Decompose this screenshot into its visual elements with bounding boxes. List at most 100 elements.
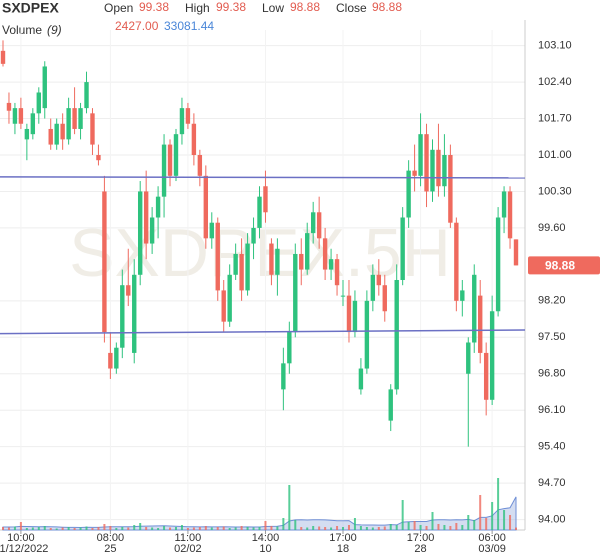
volume-bar xyxy=(359,526,362,530)
volume-bar xyxy=(91,528,94,530)
candle-body xyxy=(120,285,125,348)
candle-body xyxy=(310,212,316,234)
candle-body xyxy=(233,253,238,275)
candle-body xyxy=(507,191,513,239)
volume-bar xyxy=(246,527,249,530)
candle-body xyxy=(137,191,143,275)
volume-bar xyxy=(449,526,452,530)
candle-body xyxy=(245,243,250,291)
volume-bar xyxy=(485,518,488,530)
candle-body xyxy=(185,108,191,124)
x-tick-label: 11:00 xyxy=(175,532,202,544)
high-label: High xyxy=(185,1,210,15)
volume-bar xyxy=(180,525,183,530)
candle-body xyxy=(352,300,358,333)
volume-bar xyxy=(276,526,279,530)
candle-body xyxy=(114,347,119,369)
candle-body xyxy=(382,285,387,312)
candle-body xyxy=(334,259,340,286)
candle-body xyxy=(424,134,429,192)
volume-bar xyxy=(31,527,34,530)
volume-bar xyxy=(169,527,172,530)
candle-body xyxy=(161,144,167,197)
candle-body xyxy=(132,274,137,353)
candle-body xyxy=(340,295,346,297)
volume-bar xyxy=(461,525,464,530)
candle-body xyxy=(454,222,459,301)
volume-bar xyxy=(324,527,327,530)
volume-bar xyxy=(127,527,130,530)
x-tick-label: 14:00 xyxy=(252,532,280,544)
candle-body xyxy=(203,175,209,239)
candle-body xyxy=(197,155,203,176)
candle-body xyxy=(489,311,495,400)
volume-bar xyxy=(443,525,446,530)
candle-body xyxy=(126,285,131,296)
volume-bar xyxy=(467,515,470,530)
volume-bar xyxy=(395,525,398,530)
candle-body xyxy=(418,134,423,176)
candle-body xyxy=(430,149,435,192)
volume-bar xyxy=(347,525,350,530)
close-value: 98.88 xyxy=(372,0,402,14)
volume-bar xyxy=(419,525,422,530)
y-tick-label: 101.00 xyxy=(538,149,572,161)
candle-body xyxy=(305,233,310,270)
volume-bar xyxy=(473,520,476,530)
candle-body xyxy=(173,134,179,176)
candle-body xyxy=(221,290,226,322)
volume-bar xyxy=(204,526,207,530)
open-label: Open xyxy=(104,1,133,15)
volume-bar xyxy=(163,526,166,530)
y-tick-label: 102.40 xyxy=(538,76,572,88)
candle-body xyxy=(358,368,364,390)
volume-bar xyxy=(79,527,82,530)
candle-body xyxy=(412,170,417,176)
candle-body xyxy=(400,217,405,280)
candle-body xyxy=(322,238,328,270)
volume-bar xyxy=(151,527,154,530)
candle-body xyxy=(72,108,77,129)
candle-body xyxy=(448,155,453,223)
x-tick-sublabel: 18 xyxy=(337,543,349,555)
volume-bar xyxy=(192,527,195,530)
candle-body xyxy=(275,248,280,275)
candle-body xyxy=(501,191,507,218)
volume-bar xyxy=(503,510,506,530)
candle-body xyxy=(478,295,483,353)
candle-body xyxy=(328,259,334,270)
volume-value: 2427.00 xyxy=(115,19,159,33)
x-tick-sublabel: 28 xyxy=(414,543,426,555)
volume-bar xyxy=(306,527,309,530)
volume-bar xyxy=(330,527,333,530)
volume-bar xyxy=(342,527,345,530)
volume-bar xyxy=(497,478,500,530)
candle-body xyxy=(12,108,18,124)
volume-bar xyxy=(431,512,434,530)
volume-bar xyxy=(407,522,410,530)
volume-bar xyxy=(318,526,321,530)
price-box-label: 98.88 xyxy=(545,259,575,273)
volume-bar xyxy=(294,520,297,530)
y-tick-label: 94.70 xyxy=(538,477,566,489)
volume-bar xyxy=(25,528,28,530)
volume-bar xyxy=(455,523,458,530)
y-tick-label: 99.60 xyxy=(538,222,566,234)
y-tick-label: 96.80 xyxy=(538,368,566,380)
volume-bar xyxy=(174,527,177,530)
candle-body xyxy=(96,155,101,161)
candle-body xyxy=(191,123,197,155)
candle-body xyxy=(0,50,6,64)
volume-bar xyxy=(198,527,201,530)
candle-body xyxy=(376,274,382,286)
y-tick-label: 97.50 xyxy=(538,331,566,343)
volume-bar xyxy=(413,521,416,530)
volume-bar xyxy=(383,526,386,530)
volume-bar xyxy=(49,528,52,530)
low-value: 98.88 xyxy=(290,0,320,14)
volume-bar xyxy=(145,527,148,530)
volume-bar xyxy=(336,526,339,530)
volume-bar xyxy=(85,526,88,530)
volume-bar xyxy=(288,485,291,530)
volume-bar xyxy=(13,526,16,530)
